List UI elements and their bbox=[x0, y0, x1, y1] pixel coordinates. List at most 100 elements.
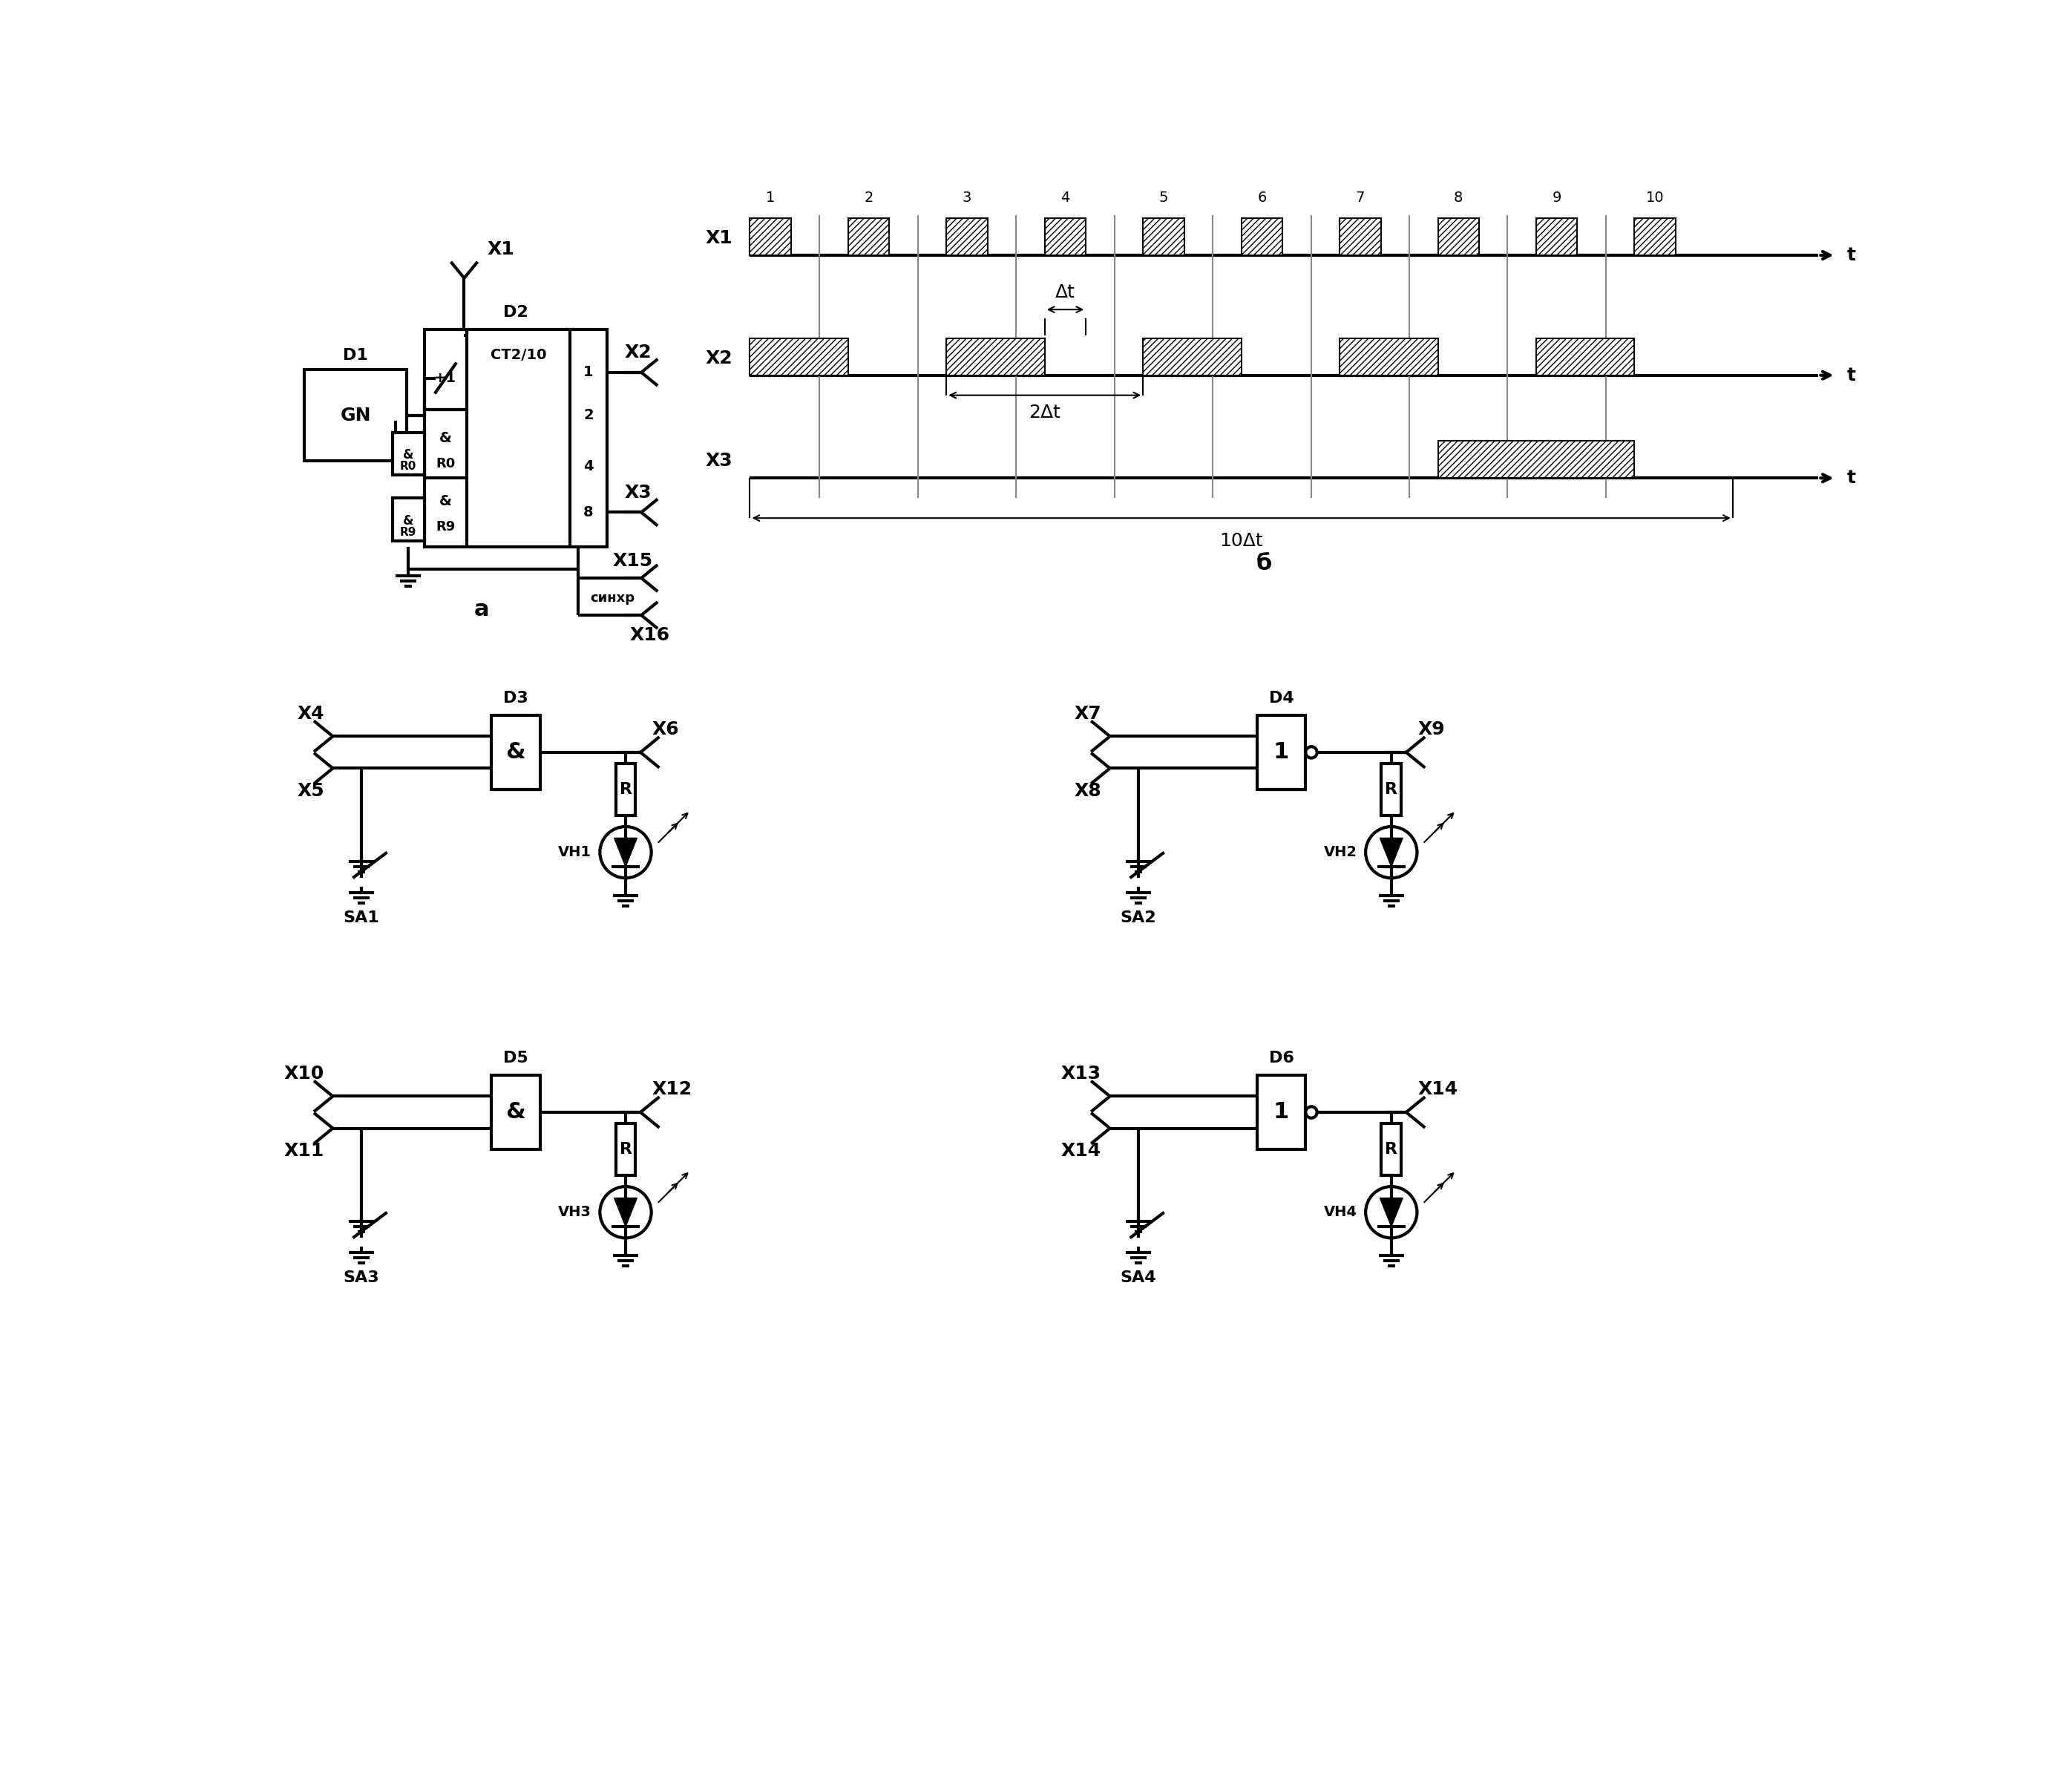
Text: X4: X4 bbox=[296, 705, 323, 723]
Text: Δt: Δt bbox=[1055, 283, 1075, 301]
Bar bbox=[491, 1075, 541, 1149]
Text: SA4: SA4 bbox=[1121, 1270, 1156, 1285]
Text: X5: X5 bbox=[296, 782, 323, 800]
Text: 6: 6 bbox=[1258, 191, 1266, 206]
Bar bbox=[1535, 218, 1577, 256]
Text: &: & bbox=[439, 431, 452, 445]
Text: R: R bbox=[620, 782, 632, 796]
Text: &: & bbox=[402, 513, 414, 528]
Text: R: R bbox=[1384, 1141, 1399, 1157]
Text: VH4: VH4 bbox=[1324, 1206, 1357, 1220]
Text: t: t bbox=[1846, 469, 1857, 487]
Text: 7: 7 bbox=[1355, 191, 1365, 206]
Bar bbox=[491, 716, 541, 789]
Text: X16: X16 bbox=[630, 626, 669, 644]
Text: R: R bbox=[620, 1141, 632, 1157]
Text: X12: X12 bbox=[653, 1081, 692, 1098]
Text: SA3: SA3 bbox=[344, 1270, 379, 1285]
Bar bbox=[1144, 218, 1185, 256]
Bar bbox=[1258, 1075, 1305, 1149]
Text: X6: X6 bbox=[653, 721, 680, 739]
Bar bbox=[394, 497, 425, 540]
Bar bbox=[1535, 338, 1635, 376]
Text: X14: X14 bbox=[1061, 1141, 1102, 1159]
Text: t: t bbox=[1846, 247, 1857, 265]
Text: а: а bbox=[474, 599, 489, 621]
Bar bbox=[394, 433, 425, 476]
Text: D4: D4 bbox=[1268, 691, 1293, 705]
Text: 10: 10 bbox=[1645, 191, 1664, 206]
Text: R0: R0 bbox=[435, 458, 456, 471]
Text: SA2: SA2 bbox=[1121, 911, 1156, 925]
Bar bbox=[615, 764, 636, 816]
Text: 8: 8 bbox=[584, 504, 593, 519]
Text: 2: 2 bbox=[584, 408, 593, 422]
Text: D3: D3 bbox=[503, 691, 528, 705]
Text: VH1: VH1 bbox=[557, 844, 591, 859]
Text: GN: GN bbox=[340, 406, 371, 424]
Polygon shape bbox=[613, 837, 636, 866]
Bar bbox=[947, 218, 988, 256]
Text: SA1: SA1 bbox=[344, 911, 379, 925]
Text: X3: X3 bbox=[624, 483, 651, 501]
Text: 1: 1 bbox=[1274, 742, 1289, 764]
Text: D5: D5 bbox=[503, 1050, 528, 1066]
Bar bbox=[750, 338, 847, 376]
Text: X14: X14 bbox=[1417, 1081, 1459, 1098]
Bar bbox=[1438, 440, 1635, 478]
Polygon shape bbox=[1380, 837, 1403, 866]
Text: R9: R9 bbox=[400, 526, 416, 538]
Text: R9: R9 bbox=[435, 521, 456, 533]
Bar bbox=[425, 329, 607, 547]
Bar bbox=[847, 218, 889, 256]
Text: X2: X2 bbox=[624, 343, 651, 361]
Polygon shape bbox=[613, 1199, 636, 1227]
Text: X8: X8 bbox=[1073, 782, 1102, 800]
Text: VH3: VH3 bbox=[557, 1206, 591, 1220]
Bar bbox=[1144, 338, 1241, 376]
Text: 10Δt: 10Δt bbox=[1220, 531, 1264, 549]
Text: &: & bbox=[439, 494, 452, 508]
Text: 3: 3 bbox=[963, 191, 972, 206]
Text: X7: X7 bbox=[1073, 705, 1102, 723]
Circle shape bbox=[1305, 1107, 1318, 1118]
Text: 1: 1 bbox=[584, 365, 593, 379]
Bar bbox=[750, 218, 792, 256]
Bar bbox=[1635, 218, 1676, 256]
Text: X13: X13 bbox=[1061, 1064, 1102, 1082]
Text: X3: X3 bbox=[707, 453, 733, 471]
Text: X1: X1 bbox=[704, 229, 733, 247]
Text: X2: X2 bbox=[707, 349, 733, 367]
Text: X1: X1 bbox=[487, 242, 514, 258]
Bar bbox=[1382, 1123, 1401, 1175]
Text: X9: X9 bbox=[1417, 721, 1444, 739]
Text: &: & bbox=[506, 1102, 526, 1123]
Bar bbox=[947, 338, 1044, 376]
Text: 9: 9 bbox=[1552, 191, 1562, 206]
Text: &: & bbox=[402, 449, 414, 462]
Text: R0: R0 bbox=[400, 462, 416, 472]
Text: VH2: VH2 bbox=[1324, 844, 1357, 859]
Bar bbox=[1382, 764, 1401, 816]
Text: R: R bbox=[1384, 782, 1399, 796]
Bar bbox=[305, 370, 406, 462]
Text: 1: 1 bbox=[767, 191, 775, 206]
Text: б: б bbox=[1256, 553, 1272, 574]
Text: 4: 4 bbox=[584, 460, 593, 474]
Text: D1: D1 bbox=[344, 347, 369, 363]
Bar bbox=[1044, 218, 1086, 256]
Polygon shape bbox=[1380, 1199, 1403, 1227]
Text: t: t bbox=[1846, 367, 1857, 385]
Text: 1: 1 bbox=[1274, 1102, 1289, 1123]
Bar bbox=[1258, 716, 1305, 789]
Text: D6: D6 bbox=[1268, 1050, 1293, 1066]
Text: CT2/10: CT2/10 bbox=[491, 349, 547, 363]
Text: 2: 2 bbox=[864, 191, 872, 206]
Bar bbox=[615, 1123, 636, 1175]
Text: X15: X15 bbox=[613, 553, 653, 571]
Text: +1: +1 bbox=[435, 370, 456, 385]
Text: 5: 5 bbox=[1158, 191, 1169, 206]
Bar bbox=[1438, 218, 1479, 256]
Text: D2: D2 bbox=[503, 304, 528, 320]
Bar bbox=[1341, 338, 1438, 376]
